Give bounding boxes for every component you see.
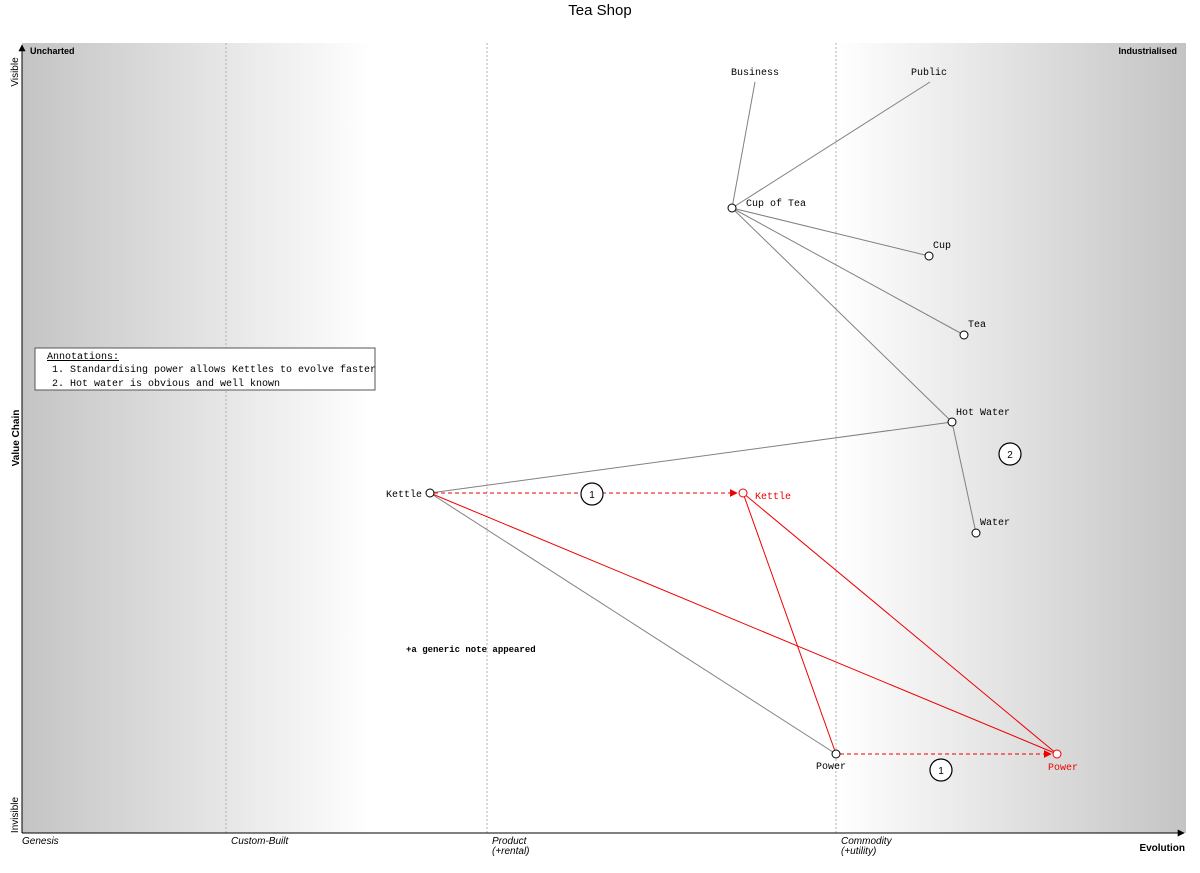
component-hot-water[interactable]: Hot Water <box>947 408 1010 427</box>
annotation-marker-1-kettle-label: 1 <box>589 490 595 501</box>
y-axis-value-chain: Value Chain <box>11 410 22 467</box>
link-hot-water-kettle <box>429 421 953 494</box>
stage-product: Product <box>492 836 528 847</box>
component-tea[interactable]: Tea <box>959 320 986 340</box>
corner-uncharted: Uncharted <box>30 46 75 56</box>
component-power[interactable]: Power <box>816 749 846 773</box>
stage-genesis: Genesis <box>22 836 59 847</box>
component-cup-of-tea[interactable]: Cup of Tea <box>727 198 806 213</box>
annotation-item-1: 1. Standardising power allows Kettles to… <box>52 364 376 376</box>
component-tea-label: Tea <box>968 320 986 331</box>
component-kettle-evolved[interactable]: Kettle <box>738 488 791 503</box>
link-hot-water-water <box>951 421 977 534</box>
annotation-marker-1-power-label: 1 <box>938 766 944 777</box>
annotation-marker-2-hot-water[interactable]: 2 <box>998 442 1022 466</box>
link-kettle-evolved-power-evolved <box>742 492 1058 755</box>
x-axis-evolution: Evolution <box>1139 843 1185 854</box>
component-water[interactable]: Water <box>971 518 1010 538</box>
component-cup-label: Cup <box>933 241 951 252</box>
stage-custom-built: Custom-Built <box>231 836 289 847</box>
corner-industrialised: Industrialised <box>1118 46 1177 56</box>
stage-product-sub: (+rental) <box>492 846 530 857</box>
component-kettle-label: Kettle <box>386 489 422 501</box>
component-kettle[interactable]: Kettle <box>386 488 435 501</box>
stage-commodity: Commodity <box>841 836 893 847</box>
annotations-box: Annotations: 1. Standardising power allo… <box>34 347 376 391</box>
annotation-marker-1-kettle[interactable]: 1 <box>580 482 604 506</box>
link-kettle-power <box>429 492 837 755</box>
industrialised-shade <box>836 43 1186 833</box>
component-kettle-evolved-label: Kettle <box>755 491 791 503</box>
uncharted-shade <box>22 43 372 833</box>
generic-note[interactable]: +a generic note appeared <box>406 645 536 655</box>
link-business-cup-of-tea <box>731 81 756 209</box>
component-cup-of-tea-label: Cup of Tea <box>746 198 806 210</box>
component-cup[interactable]: Cup <box>924 241 951 261</box>
y-axis-visible: Visible <box>10 57 21 87</box>
anchor-public[interactable]: Public <box>911 67 947 79</box>
evolved-links <box>429 492 1058 755</box>
link-kettle-evolved-power <box>742 492 837 755</box>
annotation-marker-2-hot-water-label: 2 <box>1007 450 1013 461</box>
annotation-marker-1-power[interactable]: 1 <box>929 758 953 782</box>
component-hot-water-label: Hot Water <box>956 408 1010 419</box>
link-cup-of-tea-tea <box>731 207 965 336</box>
component-water-label: Water <box>980 518 1010 529</box>
link-cup-of-tea-cup <box>731 207 930 257</box>
link-cup-of-tea-hot-water <box>731 207 953 423</box>
stage-commodity-sub: (+utility) <box>841 846 876 857</box>
anchor-business[interactable]: Business <box>731 67 779 79</box>
dependency-links <box>429 81 977 755</box>
map-title: Tea Shop <box>568 2 631 19</box>
component-power-evolved-label: Power <box>1048 763 1078 774</box>
y-axis-invisible: Invisible <box>10 797 21 834</box>
link-kettle-power-evolved <box>429 492 1058 755</box>
component-power-evolved[interactable]: Power <box>1048 749 1078 774</box>
annotations-heading: Annotations: <box>47 351 119 363</box>
annotation-item-2: 2. Hot water is obvious and well known <box>52 378 280 390</box>
component-power-label: Power <box>816 762 846 773</box>
link-public-cup-of-tea <box>731 81 931 209</box>
